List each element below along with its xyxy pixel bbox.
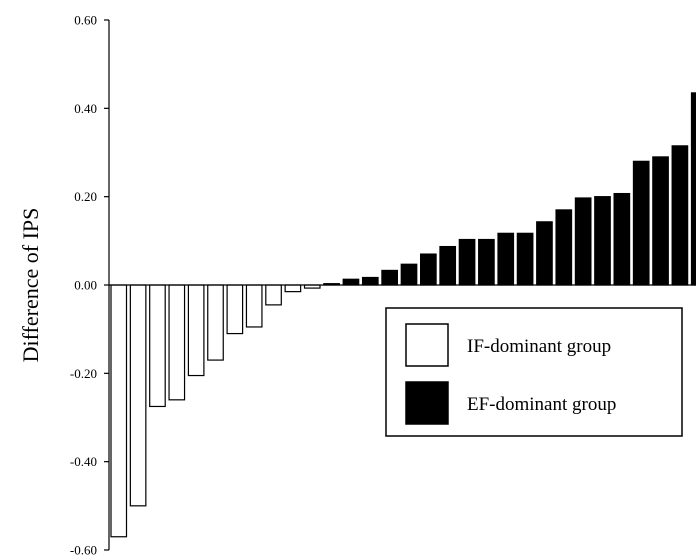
- bar-ef-dominant: [613, 192, 631, 286]
- bar-ef-dominant: [497, 232, 515, 286]
- bar-ef-dominant: [439, 245, 457, 286]
- bar-ef-dominant: [516, 232, 534, 286]
- y-tick-label: -0.60: [70, 543, 97, 556]
- legend-swatch-if: [405, 323, 449, 367]
- y-tick-label: 0.60: [74, 13, 97, 28]
- bar-if-dominant: [129, 284, 147, 507]
- bar-ef-dominant: [555, 209, 573, 286]
- bar-if-dominant: [245, 284, 263, 328]
- y-tick-label: -0.40: [70, 454, 97, 469]
- bar-ef-dominant: [458, 238, 476, 286]
- bars-group: [110, 92, 696, 538]
- bar-ef-dominant: [632, 160, 650, 286]
- bar-if-dominant: [284, 284, 302, 293]
- bar-ef-dominant: [594, 196, 611, 286]
- bar-ef-dominant: [420, 253, 437, 286]
- bar-ef-dominant: [361, 276, 379, 286]
- bar-if-dominant: [265, 284, 282, 306]
- y-axis: 0.60 0.40 0.20 0.00 -0.20 -0.40 -0.60: [70, 13, 696, 556]
- bar-if-dominant: [207, 284, 224, 361]
- bar-ef-dominant: [574, 197, 592, 286]
- bar-ef-dominant: [690, 92, 696, 286]
- bar-if-dominant: [226, 284, 244, 335]
- legend-label-if: IF-dominant group: [467, 336, 611, 357]
- y-tick-label: 0.40: [74, 101, 97, 116]
- bar-ef-dominant: [478, 238, 495, 286]
- legend-label-ef: EF-dominant group: [467, 394, 616, 415]
- bar-ef-dominant: [536, 221, 553, 286]
- bar-if-dominant: [187, 284, 205, 377]
- y-axis-title: Difference of IPS: [18, 208, 43, 363]
- y-tick-label: -0.20: [70, 366, 97, 381]
- bar-ef-dominant: [381, 269, 398, 286]
- legend-swatch-ef: [405, 381, 449, 425]
- y-tick-label: 0.20: [74, 189, 97, 204]
- bar-if-dominant: [168, 284, 186, 401]
- bar-ef-dominant: [671, 145, 689, 286]
- bar-ef-dominant: [342, 278, 360, 286]
- y-tick-label: 0.00: [74, 278, 97, 293]
- bar-if-dominant: [149, 284, 166, 408]
- bar-ef-dominant: [652, 156, 669, 286]
- legend: IF-dominant group EF-dominant group: [385, 307, 683, 437]
- bar-if-dominant: [110, 284, 128, 538]
- bar-ef-dominant: [400, 263, 418, 286]
